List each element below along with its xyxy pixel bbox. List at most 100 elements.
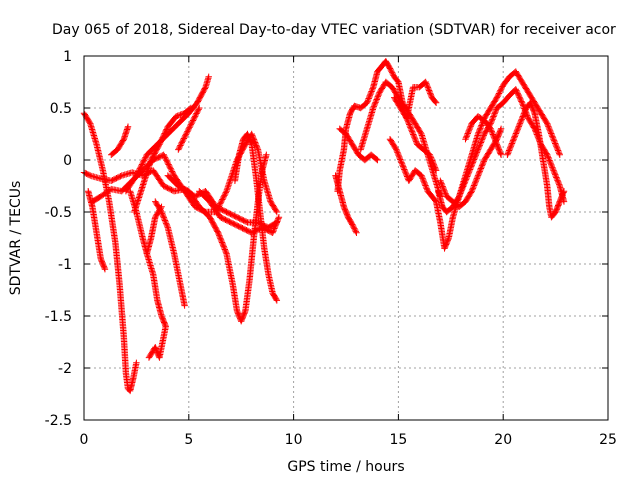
data-point-marker [410,131,417,138]
data-point-marker [494,93,501,100]
data-point-marker [367,89,375,97]
data-point-marker [412,138,420,145]
data-point-marker [444,236,452,243]
axis-ticks: 0 5 10 15 20 25 1 0.5 0 -0.5 -1 -1.5 -2 -2.5 [45,49,617,448]
data-point-marker [270,228,277,235]
data-point-marker [220,193,227,200]
data-point-marker [504,151,511,158]
data-point-marker [428,155,435,163]
y-tick-label: 0 [63,153,72,169]
data-point-marker [545,155,553,163]
data-point-marker [467,123,474,130]
data-point-marker [272,222,279,229]
data-point-marker [491,110,498,117]
data-point-marker [504,150,512,157]
data-point-marker [251,139,259,146]
data-point-marker [556,181,563,188]
data-point-marker [349,221,356,228]
y-tick-label: -1 [58,257,72,273]
data-point-marker [269,229,276,236]
data-point-marker [549,133,556,140]
data-point-marker [371,101,378,109]
data-point-marker [516,94,523,101]
data-point-marker [161,154,169,161]
data-point-marker [421,180,429,188]
data-point-marker [550,136,557,143]
data-point-marker [487,125,494,132]
data-point-marker [191,113,199,120]
data-point-marker [418,172,425,179]
data-point-marker [403,171,410,179]
data-point-marker [251,137,258,145]
data-point-marker [474,147,481,155]
data-point-marker [468,188,475,195]
data-point-marker [474,130,482,138]
data-point-marker [553,174,560,181]
data-point-marker [554,178,562,185]
data-point-marker [189,117,197,124]
data-point-marker [514,126,521,133]
data-point-marker [163,221,170,228]
data-point-marker [427,91,434,98]
data-point-marker [426,88,433,96]
data-point-marker [160,151,167,158]
data-point-marker [156,141,163,148]
data-point-marker [545,123,552,130]
data-point-marker [157,207,164,214]
data-point-marker [560,189,567,196]
data-point-marker [272,221,280,228]
series-arc-9 [152,198,188,309]
data-point-marker [407,124,414,131]
data-point-marker [393,147,401,155]
data-point-marker [181,302,188,309]
data-point-marker [155,142,162,149]
data-point-marker [490,113,497,120]
data-point-marker [426,151,434,158]
data-point-marker [519,114,526,122]
data-point-marker [470,182,478,189]
data-point-marker [513,128,520,136]
series-arc-4 [108,123,132,158]
data-point-marker [516,120,524,127]
data-point-marker [477,125,484,132]
data-point-marker [263,151,270,158]
data-point-marker [431,164,439,171]
y-axis-label: SDTVAR / TECUs [8,181,24,296]
data-point-marker [402,169,409,176]
data-point-marker [187,121,195,128]
data-point-marker [219,240,226,248]
data-point-marker [163,126,170,133]
data-point-marker [550,167,557,174]
data-point-marker [407,125,415,132]
data-point-marker [545,124,553,132]
data-point-marker [140,158,147,165]
data-point-marker [552,140,559,147]
data-point-marker [169,169,176,177]
data-point-marker [393,146,400,153]
data-point-marker [490,111,498,119]
x-tick-label: 0 [80,432,89,448]
data-point-marker [175,146,182,153]
data-point-marker [497,87,504,94]
data-point-marker [373,155,380,163]
data-point-marker [478,162,486,169]
data-point-marker [410,132,418,140]
data-point-marker [491,136,499,144]
data-point-marker [552,172,559,180]
data-point-marker [511,134,518,141]
data-point-marker [134,169,141,177]
data-point-marker [138,161,146,168]
data-point-marker [387,66,394,74]
data-point-marker [364,98,371,105]
data-point-marker [181,133,188,141]
data-point-marker [188,120,195,127]
data-point-marker [519,113,527,120]
data-point-marker [214,228,221,235]
data-point-marker [427,153,434,160]
data-point-marker [493,139,500,147]
data-point-marker [174,112,181,119]
data-point-marker [497,126,504,134]
data-point-marker [273,208,281,216]
data-point-marker [400,164,407,172]
data-point-marker [546,127,554,134]
